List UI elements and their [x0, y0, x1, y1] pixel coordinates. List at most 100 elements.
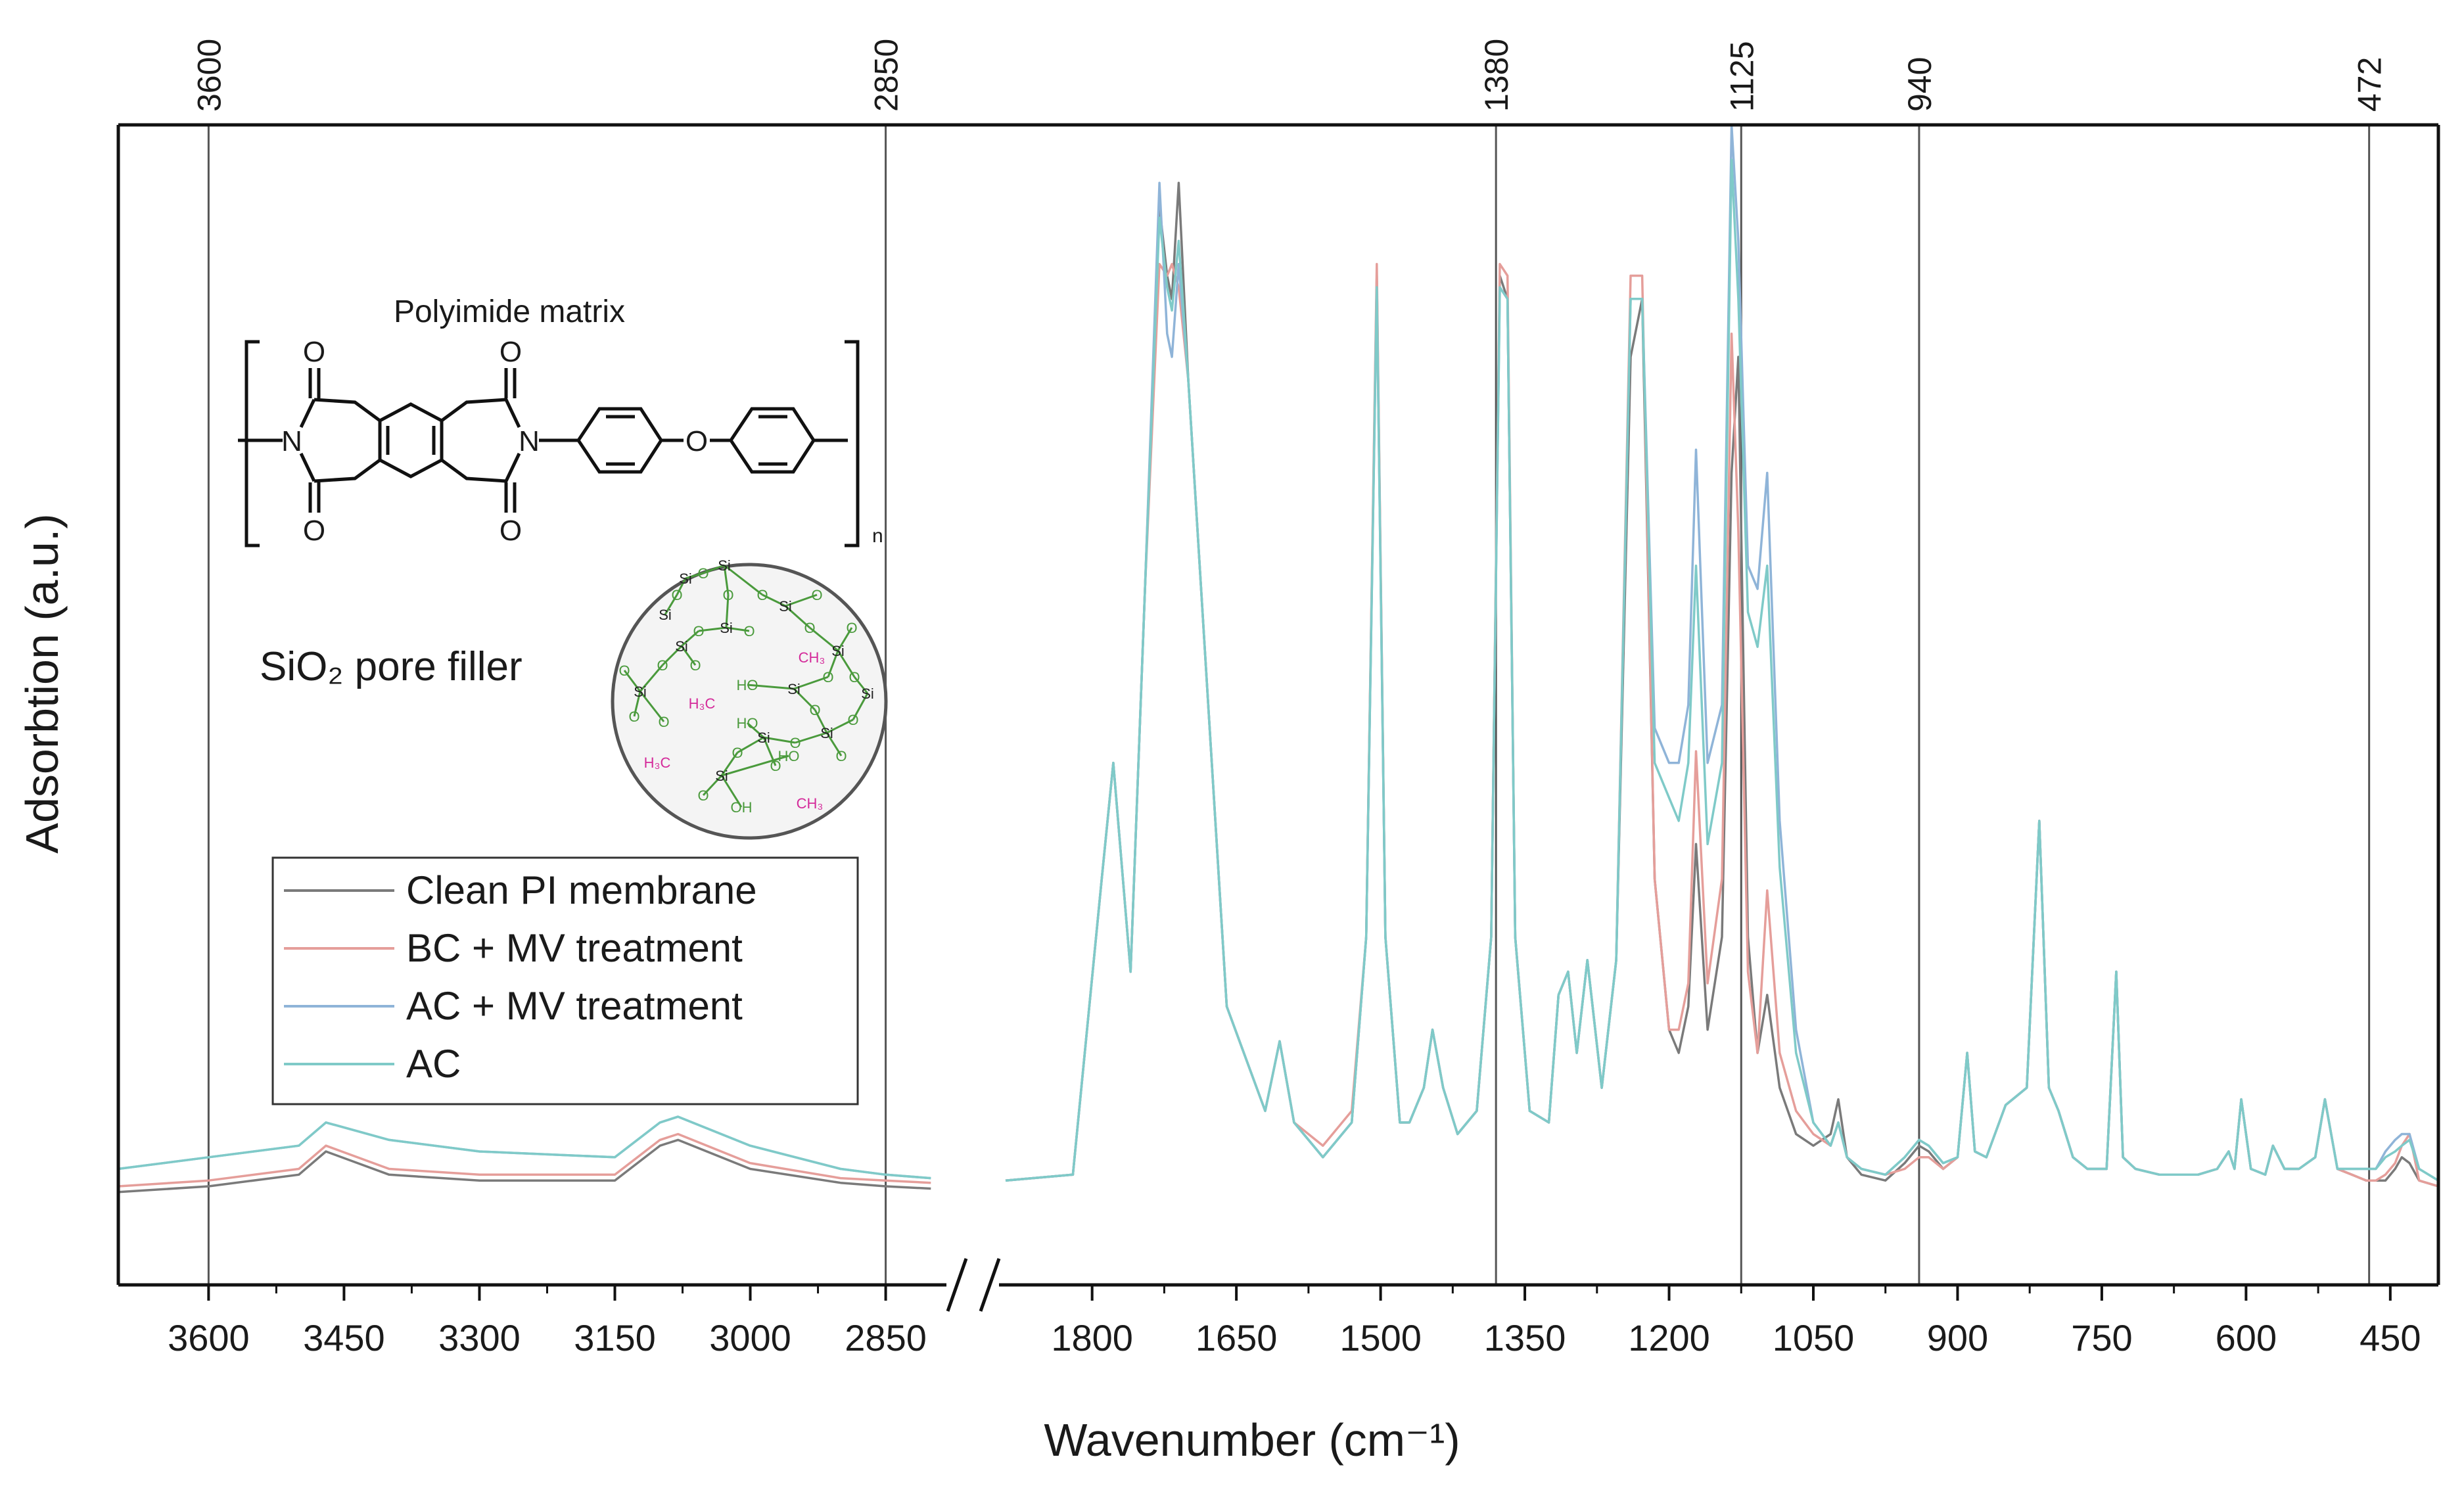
- filler-atom-o: O: [770, 758, 781, 774]
- polyimide-skeleton: [238, 340, 860, 547]
- filler-atom-o: O: [811, 587, 822, 603]
- filler-atom-o: O: [822, 669, 833, 685]
- x-tick-label-3000: 3000: [709, 1317, 791, 1358]
- filler-atom-o: O: [789, 735, 801, 751]
- filler-bond: [721, 755, 789, 777]
- polyimide-atom-o-2: O: [303, 515, 325, 547]
- filler-bond: [762, 593, 786, 607]
- filler-atom-o: O: [809, 702, 820, 718]
- reference-label-2850: 2850: [868, 39, 905, 112]
- filler-bond: [747, 684, 795, 690]
- x-tick-label-3600: 3600: [168, 1317, 250, 1358]
- filler-bond: [785, 605, 810, 629]
- filler-atom-o: O: [804, 620, 815, 636]
- filler-bond: [723, 565, 730, 595]
- filler-bond: [698, 626, 727, 632]
- filler-atom-o: O: [658, 714, 669, 730]
- filler-bond: [725, 594, 730, 628]
- filler-bond: [639, 664, 664, 692]
- filler-bond: [747, 722, 764, 739]
- filler-bond: [826, 718, 854, 734]
- filler-atom-o: O: [697, 787, 709, 804]
- polyimide-atom-o-3: O: [500, 336, 522, 368]
- filler-atom-ho: HO: [778, 748, 800, 764]
- reference-label-3600: 3600: [191, 39, 227, 112]
- legend-label-0: Clean PI membrane: [406, 868, 757, 912]
- reference-label-940: 940: [1901, 57, 1938, 112]
- axis-break-mark-1: [946, 1258, 968, 1312]
- x-tick-label-2850: 2850: [845, 1317, 927, 1358]
- filler-atom-o: O: [846, 620, 857, 636]
- x-tick-label-3450: 3450: [303, 1317, 385, 1358]
- filler-atom-o: O: [835, 748, 847, 764]
- filler-bonds: [623, 564, 869, 808]
- filler-bond: [702, 774, 723, 797]
- polyimide-atom-o-1: O: [303, 336, 325, 368]
- polyimide-atom-n-left: N: [281, 425, 302, 457]
- polyimide-repeat-subscript: n: [872, 525, 883, 547]
- filler-bond: [825, 732, 843, 756]
- filler-atom-o: O: [697, 565, 709, 582]
- legend-label-3: AC: [406, 1042, 461, 1086]
- filler-atom-o: O: [848, 669, 860, 685]
- filler-atom-si: Si: [715, 768, 728, 784]
- filler-bond: [814, 709, 828, 733]
- filler-bond: [676, 578, 687, 595]
- filler-atom-si: Si: [718, 557, 731, 574]
- filler-atom-si: Si: [679, 570, 692, 587]
- filler-atom-ho: HO: [737, 677, 758, 693]
- filler-bond: [793, 676, 829, 690]
- filler-atom-si: Si: [787, 681, 801, 697]
- filler-atom-si: Si: [675, 638, 688, 655]
- x-axis-label: Wavenumber (cm⁻¹): [1044, 1414, 1460, 1466]
- filler-atom-o: O: [628, 708, 639, 725]
- filler-bond: [724, 564, 763, 596]
- filler-bond: [795, 731, 827, 744]
- x-tick-label-1200: 1200: [1628, 1317, 1710, 1358]
- filler-bond: [633, 691, 641, 717]
- x-tick-label-1800: 1800: [1051, 1317, 1133, 1358]
- x-tick-label-3150: 3150: [574, 1317, 656, 1358]
- filler-bond: [737, 736, 764, 754]
- filler-atom-h3c: H₃C: [689, 695, 716, 712]
- polyimide-label: Polyimide matrix: [394, 294, 625, 329]
- x-tick-label-1350: 1350: [1484, 1317, 1566, 1358]
- polyimide-structure-inset: Polyimide matrix: [238, 294, 883, 547]
- polyimide-atom-n-right: N: [519, 425, 540, 457]
- filler-atom-si: Si: [779, 598, 792, 615]
- filler-atom-o: O: [671, 587, 682, 603]
- filler-label: SiO₂ pore filler: [260, 644, 523, 689]
- x-tick-label-750: 750: [2071, 1317, 2132, 1358]
- filler-atom-o: O: [756, 587, 768, 603]
- filler-bond: [720, 775, 743, 808]
- filler-atom-o: O: [693, 623, 704, 639]
- filler-bond: [827, 650, 839, 678]
- filler-atom-o: O: [657, 657, 668, 674]
- filler-atom-o: O: [722, 587, 733, 603]
- polyimide-atom-o-4: O: [500, 515, 522, 547]
- filler-atom-ho: HO: [737, 715, 758, 731]
- filler-atom-h3c: H₃C: [644, 755, 671, 771]
- filler-bond: [681, 630, 699, 647]
- axis-break-mark-2: [979, 1258, 1001, 1312]
- filler-bond: [793, 687, 816, 711]
- filler-atom-o: O: [847, 712, 858, 728]
- filler-atom-si: Si: [757, 730, 770, 746]
- filler-bond: [680, 645, 697, 666]
- x-tick-label-1050: 1050: [1773, 1317, 1855, 1358]
- legend-label-2: AC + MV treatment: [406, 984, 743, 1028]
- x-tick-label-600: 600: [2216, 1317, 2277, 1358]
- filler-atom-si: Si: [831, 643, 845, 659]
- reference-label-1380: 1380: [1478, 39, 1515, 112]
- series-line-ac: [118, 158, 2439, 1182]
- filler-bond: [661, 645, 683, 666]
- filler-atom-si: Si: [634, 684, 647, 700]
- filler-bond: [809, 626, 839, 652]
- filler-bond: [720, 752, 739, 776]
- legend-label-1: BC + MV treatment: [406, 926, 743, 970]
- filler-bond: [763, 736, 796, 744]
- filler-circle: [611, 563, 888, 840]
- filler-atom-ch3: CH₃: [797, 795, 824, 812]
- x-tick-label-1500: 1500: [1339, 1317, 1422, 1358]
